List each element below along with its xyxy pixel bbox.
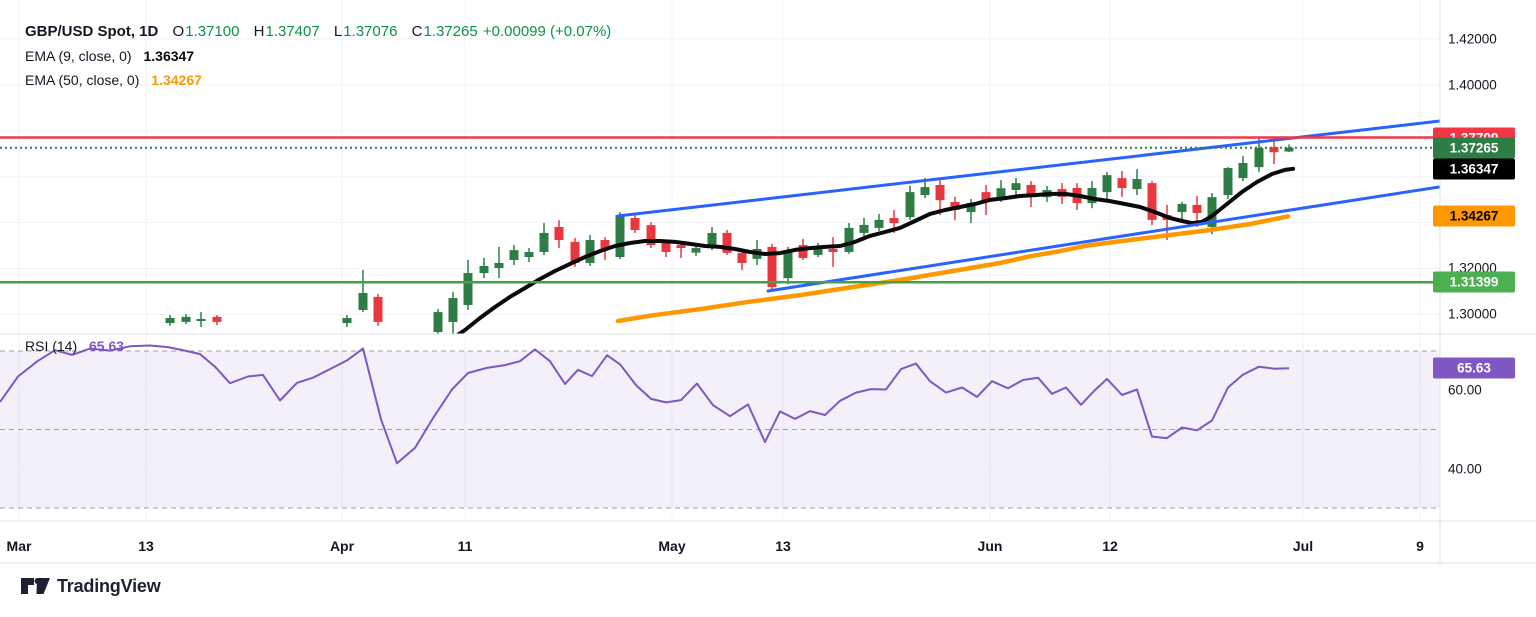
support-price-badge: 1.31399 xyxy=(1433,271,1515,293)
low-label: L xyxy=(333,23,343,40)
close-label: C xyxy=(411,23,423,40)
symbol-legend-row-main: GBP/USD Spot, 1D O1.37100 H1.37407 L1.37… xyxy=(25,20,611,44)
time-axis-label: Mar xyxy=(6,538,32,554)
price-axis-label: 1.30000 xyxy=(1448,306,1497,322)
low-value: 1.37076 xyxy=(343,23,398,40)
open-label: O xyxy=(172,23,185,40)
rsi-axis-label: 60.00 xyxy=(1448,382,1482,398)
candles xyxy=(165,137,1294,334)
time-axis-label: Jul xyxy=(1292,538,1314,554)
rsi-label[interactable]: RSI (14) xyxy=(25,338,78,354)
tradingview-logo-text: TradingView xyxy=(57,575,161,596)
ema50-price-badge: 1.34267 xyxy=(1433,205,1515,227)
time-axis-label: 11 xyxy=(457,538,473,554)
rsi-value-badge: 65.63 xyxy=(1433,357,1515,379)
price-axis-label: 1.42000 xyxy=(1448,31,1497,47)
ema9-price-badge: 1.36347 xyxy=(1433,158,1515,180)
ema50-legend-row: EMA (50, close, 0) 1.34267 xyxy=(25,68,611,92)
change-value: +0.00099 (+0.07%) xyxy=(482,23,612,40)
time-axis-label: 9 xyxy=(1416,538,1424,554)
ema9-value: 1.36347 xyxy=(143,48,195,64)
ema9-legend-row: EMA (9, close, 0) 1.36347 xyxy=(25,44,611,68)
close-value: 1.37265 xyxy=(423,23,478,40)
symbol-legend: GBP/USD Spot, 1D O1.37100 H1.37407 L1.37… xyxy=(25,20,611,92)
time-axis-label: Apr xyxy=(329,538,355,554)
rsi-legend: RSI (14) 65.63 xyxy=(25,338,124,354)
high-label: H xyxy=(253,23,265,40)
ema50-label[interactable]: EMA (50, close, 0) xyxy=(25,72,140,88)
price-axis-label: 1.40000 xyxy=(1448,77,1497,93)
rsi-current-value: 65.63 xyxy=(89,338,125,354)
tradingview-logo[interactable]: TradingView xyxy=(20,574,161,598)
time-axis-label: 13 xyxy=(138,538,154,554)
time-axis-label: Jun xyxy=(977,538,1003,554)
time-axis-label: 12 xyxy=(1102,538,1118,554)
last-price-badge: 1.37265 xyxy=(1433,137,1515,159)
open-value: 1.37100 xyxy=(185,23,240,40)
ema50-value: 1.34267 xyxy=(151,72,202,88)
symbol-title[interactable]: GBP/USD Spot, 1D xyxy=(25,23,159,40)
time-axis-label: 13 xyxy=(775,538,791,554)
time-axis-label: May xyxy=(658,538,686,554)
high-value: 1.37407 xyxy=(265,23,320,40)
rsi-axis-label: 40.00 xyxy=(1448,461,1482,477)
ema9-label[interactable]: EMA (9, close, 0) xyxy=(25,48,132,64)
tradingview-logo-icon xyxy=(21,578,50,594)
